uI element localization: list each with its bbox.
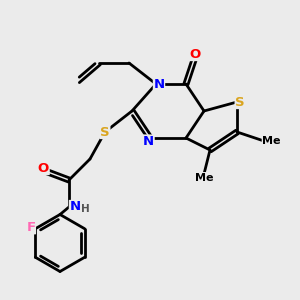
Text: O: O (38, 161, 49, 175)
Text: Me: Me (195, 172, 213, 183)
Text: N: N (153, 77, 165, 91)
Text: F: F (26, 221, 35, 234)
Text: S: S (235, 95, 245, 109)
Text: Me: Me (262, 136, 281, 146)
Text: N: N (143, 135, 154, 148)
Text: H: H (81, 204, 90, 214)
Text: S: S (100, 125, 110, 139)
Text: N: N (69, 200, 81, 214)
Text: O: O (189, 47, 201, 61)
